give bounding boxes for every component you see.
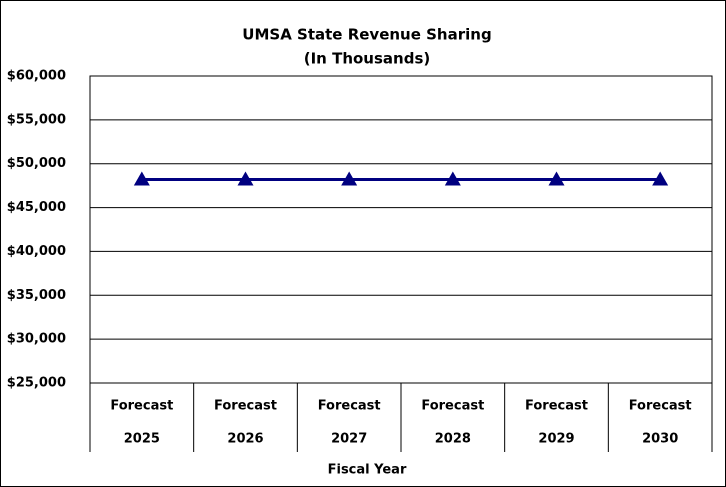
x-tick-label: Forecast: [214, 399, 277, 414]
x-tick-label: Forecast: [421, 399, 484, 414]
x-tick-label: 2027: [331, 432, 367, 447]
y-tick-label: $30,000: [7, 332, 66, 347]
point-marker: [548, 171, 565, 186]
x-tick-label: Forecast: [525, 399, 588, 414]
x-tick-label: 2028: [435, 432, 471, 447]
y-tick-label: $25,000: [7, 376, 66, 391]
point-marker: [237, 171, 254, 186]
point-marker: [652, 171, 669, 186]
x-tick-label: Forecast: [629, 399, 692, 414]
x-tick-label: Forecast: [318, 399, 381, 414]
x-tick-label: 2025: [124, 432, 160, 447]
point-marker: [133, 171, 150, 186]
chart-subtitle: (In Thousands): [304, 50, 430, 68]
x-tick-label: Forecast: [110, 399, 173, 414]
y-tick-label: $50,000: [7, 156, 66, 171]
point-marker: [341, 171, 358, 186]
y-tick-label: $40,000: [7, 244, 66, 259]
x-axis-label: Fiscal Year: [328, 463, 407, 478]
y-tick-label: $45,000: [7, 200, 66, 215]
chart-title: UMSA State Revenue Sharing: [242, 26, 491, 44]
x-tick-label: 2029: [538, 432, 574, 447]
x-tick-label: 2026: [227, 432, 263, 447]
point-marker: [444, 171, 461, 186]
x-tick-label: 2030: [642, 432, 678, 447]
y-tick-label: $55,000: [7, 112, 66, 127]
y-tick-label: $60,000: [7, 69, 66, 84]
y-tick-label: $35,000: [7, 288, 66, 303]
